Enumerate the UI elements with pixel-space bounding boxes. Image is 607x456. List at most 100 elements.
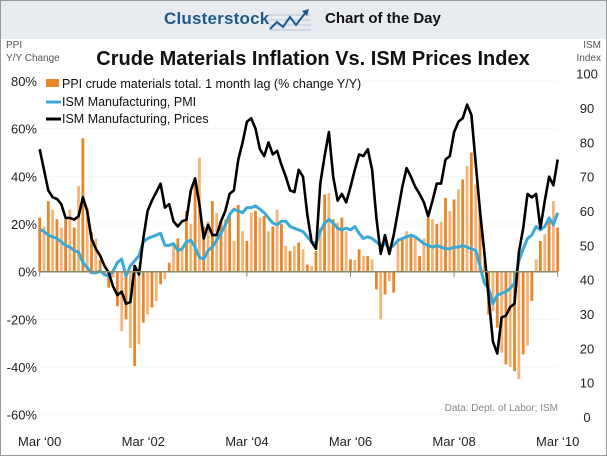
ppi-bar [508,271,512,368]
ppi-bar [120,271,124,332]
ppi-bar [504,271,508,365]
ppi-bar [362,255,365,272]
ppi-bar [107,271,111,288]
legend: PPI crude materials total. 1 month lag (… [46,77,361,126]
ppi-bar [461,179,465,272]
ppi-bar [310,265,314,272]
ppi-bar [292,245,296,272]
ppi-bar [418,255,421,272]
x-tick-label: Mar ‘00 [18,434,61,449]
chart-title: Crude Materials Inflation Vs. ISM Prices… [96,48,529,70]
ppi-bar [366,255,370,272]
ppi-bar [232,240,236,272]
ppi-bar [474,184,478,272]
left-axis-title-line2: Y/Y Change [6,53,60,64]
brand-logo-text: Clusterstock [164,9,270,28]
right-tick-label: 60 [580,204,594,219]
ppi-bar [526,271,529,346]
ppi-bar [444,197,447,272]
ppi-bar [500,271,503,353]
ppi-bar [193,182,197,272]
ppi-bar [42,226,46,272]
ppi-bar [150,271,154,308]
ppi-bar [90,232,93,272]
ppi-bar [254,210,257,272]
ppi-bar [327,193,331,272]
ppi-bar [314,250,318,272]
right-tick-label: 0 [583,410,590,425]
ppi-bar [543,234,547,272]
ppi-bar [133,271,137,367]
data-source-note: Data: Dept. of Labor; ISM [445,403,558,414]
ppi-bar [176,238,180,272]
ppi-bar [353,259,357,272]
ppi-bar [551,201,555,272]
chart-of-the-day-label: Chart of the Day [325,10,441,27]
ppi-bar [297,242,301,272]
ppi-bar [262,215,266,272]
ppi-bar [457,189,460,272]
ppi-bar [379,271,383,320]
ppi-bar [396,240,400,272]
x-tick-label: Mar ‘04 [225,434,268,449]
ppi-bar [305,264,309,272]
ppi-bar [318,227,322,272]
ppi-bar [284,245,288,272]
right-tick-label: 50 [580,238,594,253]
ppi-bar [236,204,240,272]
ppi-bar [280,224,283,272]
ppi-bar [392,271,396,293]
ppi-bar [556,227,560,272]
ppi-bar [452,199,456,272]
ppi-bar [163,271,167,280]
x-tick-label: Mar ‘02 [122,434,165,449]
ppi-bar [482,260,486,272]
ppi-bar [375,271,378,290]
ppi-bar [357,249,361,272]
ppi-bar [172,245,175,272]
ppi-bar [331,219,335,272]
ppi-bar [478,209,482,272]
ppi-bar [547,221,551,272]
ppi-bar [128,271,132,348]
right-tick-label: 80 [580,135,594,150]
ppi-bar [68,209,72,272]
ppi-bar [534,259,538,272]
ppi-bar [116,271,119,307]
legend-label-prices: ISM Manufacturing, Prices [62,112,209,126]
left-tick-label: -40% [7,360,38,375]
ppi-bar [301,249,305,272]
ppi-bar [340,217,344,272]
ppi-bar [241,231,244,272]
ppi-bar [111,271,115,278]
ppi-bar [189,224,193,272]
right-tick-label: 100 [576,67,598,82]
left-tick-label: 0% [18,265,37,280]
legend-label-pmi: ISM Manufacturing, PMI [62,95,196,109]
ppi-bar [513,271,516,372]
ppi-bar [521,271,525,355]
left-tick-label: 40% [11,169,37,184]
ppi-bar [59,227,63,272]
ppi-bar [409,234,413,272]
ppi-bar [38,217,42,272]
ppi-bar [491,271,495,312]
ppi-bar [370,259,374,272]
ppi-bar [271,226,275,272]
ppi-bar [405,231,409,272]
ppi-bar [469,152,473,272]
header-banner: Clusterstock Chart of the Day [1,1,606,39]
ppi-bar [383,271,387,295]
ppi-bar [517,271,521,379]
ppi-bar [228,215,232,272]
ppi-bar [387,271,391,282]
ppi-bar [539,240,542,272]
ppi-bar [530,271,534,302]
legend-label-ppi: PPI crude materials total. 1 month lag (… [62,77,361,91]
left-tick-label: -20% [7,312,38,327]
right-axis-title-line1: ISM [583,40,601,51]
ppi-bar [210,201,214,272]
ppi-bar [275,209,279,272]
